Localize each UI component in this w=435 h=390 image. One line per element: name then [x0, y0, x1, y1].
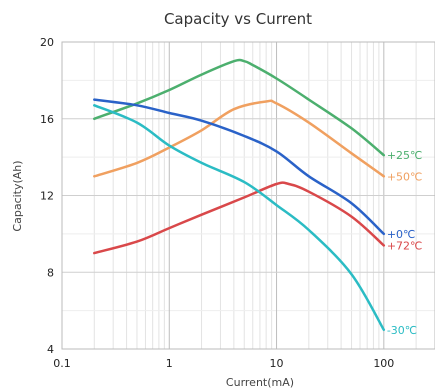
y-axis-label: Capacity(Ah) [11, 160, 24, 231]
series-line-3 [93, 181, 386, 255]
series-line-1 [93, 99, 386, 178]
y-tick-label: 20 [40, 36, 54, 49]
series-labels: +25℃ +50℃ +0℃+72℃ -30℃ [387, 149, 423, 337]
y-tick-label: 4 [47, 343, 54, 356]
x-tick-label: 100 [373, 357, 394, 370]
series-label-2: +0℃ [387, 228, 416, 241]
series-label-4: -30℃ [387, 324, 417, 337]
x-axis-label: Current(mA) [226, 376, 294, 389]
x-tick-label: 10 [270, 357, 284, 370]
series-line-0 [93, 58, 386, 157]
series-label-1: +50℃ [387, 170, 423, 183]
chart-title: Capacity vs Current [164, 10, 312, 28]
x-tick-label: 0.1 [53, 357, 71, 370]
series-lines [93, 58, 386, 332]
series-line-2 [93, 98, 386, 236]
y-tick-label: 16 [40, 113, 54, 126]
x-tick-label: 1 [166, 357, 173, 370]
x-tick-labels: 0.1 1 10 100 [53, 357, 394, 370]
y-tick-label: 12 [40, 190, 54, 203]
plot-area-frame [61, 41, 435, 350]
series-label-0: +25℃ [387, 149, 423, 162]
y-tick-label: 8 [47, 266, 54, 279]
y-tick-labels: 4 8 12 16 20 [40, 36, 54, 356]
series-line-4 [93, 104, 386, 332]
series-label-3: +72℃ [387, 239, 423, 252]
